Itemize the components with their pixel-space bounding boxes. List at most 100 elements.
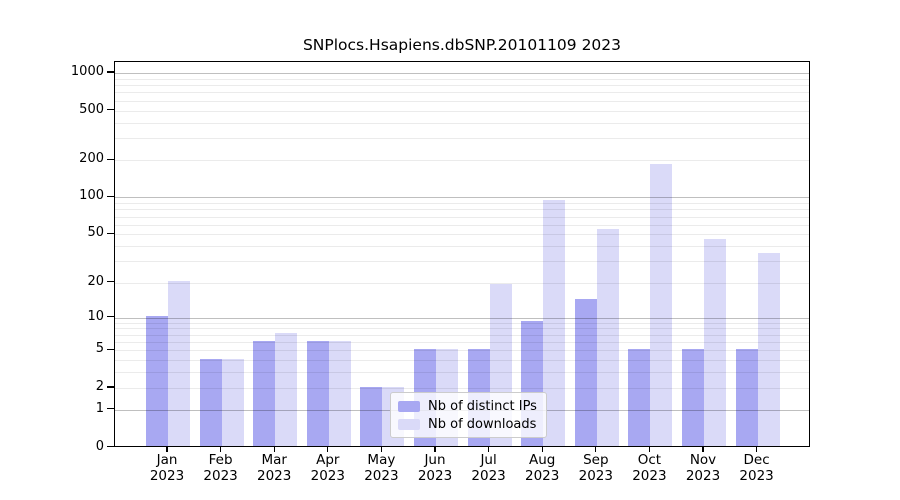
gridline-minor [115, 110, 809, 112]
legend-item-downloads: Nb of downloads [398, 415, 537, 433]
y-tick-label: 5 [95, 341, 104, 357]
x-tick-label-year: 2023 [417, 467, 453, 484]
bar-downloads-sep [596, 228, 619, 446]
gridline-minor [115, 360, 809, 362]
y-tick-label: 200 [79, 151, 104, 167]
x-tick-label-year: 2023 [310, 467, 345, 484]
y-tick-mark [107, 232, 114, 234]
bar-downloads-oct [650, 163, 673, 446]
bar-ips-mar [253, 340, 276, 446]
gridline-minor [115, 388, 809, 389]
bar-ips-nov [682, 348, 704, 446]
x-tick-mark [380, 447, 382, 452]
x-tick-label-month: Feb [208, 452, 233, 468]
legend-swatch-downloads-icon [398, 418, 420, 430]
x-tick-label-month: Jun [424, 452, 446, 468]
gridline-minor [115, 350, 809, 352]
x-tick-label-year: 2023 [525, 467, 560, 484]
gridline-minor [115, 216, 809, 218]
x-tick-mark [166, 447, 168, 452]
y-tick-mark [107, 71, 114, 73]
x-tick-label-month: Jan [156, 452, 178, 468]
x-tick-label: Jul 2023 [457, 452, 521, 484]
legend-label-downloads: Nb of downloads [428, 416, 537, 432]
x-tick-mark [434, 447, 436, 452]
gridline-major [115, 317, 809, 319]
legend: Nb of distinct IPs Nb of downloads [390, 392, 547, 438]
x-tick-mark [220, 447, 222, 452]
y-tick-mark [107, 158, 114, 160]
x-tick-label-month: Mar [261, 452, 287, 468]
bar-ips-jan [146, 316, 168, 446]
x-tick-label-year: 2023 [257, 467, 292, 484]
y-tick-label: 2 [95, 379, 104, 394]
x-tick-label-month: May [367, 452, 396, 468]
x-tick-label-month: Jul [480, 452, 497, 468]
y-tick-mark [107, 408, 114, 410]
bar-ips-sep [574, 299, 597, 446]
x-tick-label-month: Apr [316, 452, 340, 468]
x-tick-label: Jun 2023 [403, 452, 467, 484]
gridline-minor [115, 100, 809, 102]
y-tick-label: 1000 [70, 64, 104, 79]
x-tick-label: Oct 2023 [617, 452, 681, 484]
x-tick-label-year: 2023 [149, 467, 185, 484]
x-tick-label: Jan 2023 [135, 452, 199, 484]
bar-downloads-aug [543, 200, 566, 446]
x-tick-label: Feb 2023 [189, 452, 253, 484]
y-tick-mark [107, 109, 114, 111]
plot-area [114, 61, 810, 447]
gridline-minor [115, 138, 809, 140]
x-tick-mark [327, 447, 329, 452]
gridline-minor [115, 92, 809, 94]
gridline-minor [115, 246, 809, 248]
x-tick-label: Apr 2023 [296, 452, 360, 484]
y-tick-label: 0 [95, 438, 104, 454]
y-tick-label: 100 [79, 188, 104, 204]
gridline-minor [115, 334, 809, 336]
y-tick-label: 10 [87, 308, 104, 324]
x-tick-mark [756, 447, 758, 452]
gridline-minor [115, 224, 809, 226]
bar-downloads-apr [328, 340, 351, 446]
legend-swatch-distinct-ips-icon [398, 400, 420, 412]
chart-title: SNPlocs.Hsapiens.dbSNP.20101109 2023 [302, 36, 622, 54]
y-tick-mark [107, 280, 114, 283]
x-tick-label-year: 2023 [739, 467, 774, 484]
gridline-minor [115, 85, 809, 87]
gridline-minor [115, 342, 809, 343]
x-tick-label-month: Sep [583, 452, 609, 468]
x-tick-label-year: 2023 [364, 467, 399, 484]
x-tick-label: Aug 2023 [510, 452, 574, 484]
legend-label-distinct-ips: Nb of distinct IPs [428, 398, 537, 414]
x-tick-mark [648, 447, 650, 452]
x-tick-label-year: 2023 [203, 467, 238, 484]
gridline-minor [115, 372, 809, 374]
bar-downloads-nov [704, 238, 726, 446]
gridline-minor [115, 328, 809, 330]
gridline-major [115, 197, 809, 199]
y-tick-mark [107, 195, 114, 197]
x-tick-mark [488, 447, 490, 452]
bar-downloads-mar [275, 333, 298, 446]
gridline-major [115, 73, 809, 74]
gridline-minor [115, 234, 809, 236]
x-tick-label-month: Nov [689, 452, 717, 468]
bar-downloads-dec [757, 253, 780, 446]
bar-ips-feb [199, 358, 222, 446]
y-tick-mark [107, 445, 114, 448]
x-tick-label: Dec 2023 [725, 452, 789, 484]
x-tick-label: Sep 2023 [564, 452, 628, 484]
y-tick-label: 20 [87, 273, 104, 289]
x-tick-label: May 2023 [349, 452, 413, 484]
bar-ips-oct [628, 348, 651, 446]
y-tick-label: 500 [79, 101, 104, 117]
bar-downloads-feb [221, 358, 244, 446]
gridline-minor [115, 78, 809, 80]
x-tick-label-month: Oct [637, 452, 662, 468]
x-tick-mark [273, 447, 275, 452]
x-tick-mark [595, 447, 597, 452]
gridline-minor [115, 160, 809, 162]
bar-ips-dec [735, 348, 758, 446]
